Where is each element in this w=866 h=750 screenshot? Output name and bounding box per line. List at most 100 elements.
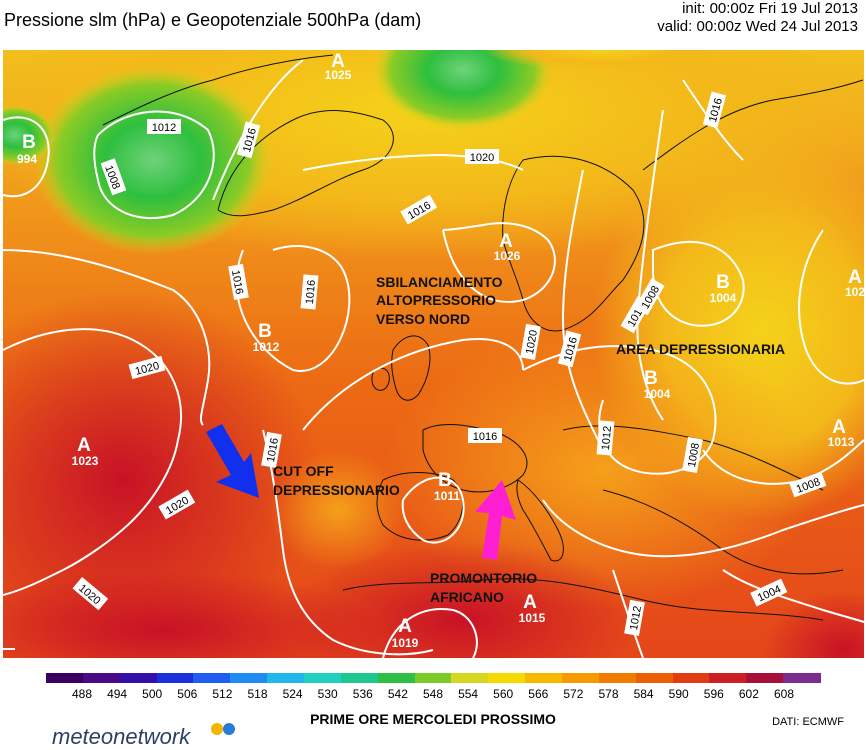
color-scale-swatch (439, 673, 453, 683)
african-ridge-line-1: PROMONTORIO (430, 570, 537, 586)
color-scale-swatch (512, 673, 526, 683)
african-ridge-arrow (475, 480, 516, 560)
svg-text:1012: 1012 (628, 605, 644, 631)
svg-text:1023: 1023 (72, 454, 99, 468)
isobar (561, 169, 604, 451)
isobar-label: 1016 (468, 428, 502, 443)
isobar (3, 328, 182, 596)
isobar (235, 245, 351, 372)
color-scale-swatch (463, 673, 477, 683)
color-scale-swatch (279, 673, 293, 683)
color-scale-swatch (549, 673, 563, 683)
svg-text:A: A (398, 616, 412, 637)
color-scale-swatch (181, 673, 195, 683)
color-scale-swatch (205, 673, 219, 683)
svg-text:1012: 1012 (253, 340, 280, 354)
isobar-label: 1016 (261, 431, 282, 468)
color-scale-swatch (58, 673, 72, 683)
scandinavia-coast (502, 155, 645, 332)
color-scale-tick-label: 530 (317, 687, 338, 701)
svg-text:A: A (523, 592, 537, 613)
color-scale-swatch (537, 673, 551, 683)
color-scale-swatch (426, 673, 440, 683)
isobar-label: 1008 (682, 436, 703, 473)
color-scale-tick-label: 494 (107, 687, 128, 701)
color-scale-bar (46, 673, 821, 683)
isobar-label: 1012 (596, 420, 615, 456)
color-scale-swatch (586, 673, 600, 683)
isobar (382, 608, 478, 658)
field-atlantic-red (3, 290, 323, 658)
color-scale-swatch (525, 673, 539, 683)
svg-text:1019: 1019 (392, 636, 419, 650)
isobar (302, 153, 524, 171)
color-scale-swatch (82, 673, 96, 683)
color-scale-swatch (562, 673, 575, 683)
isobar (442, 222, 556, 303)
color-scale-swatch (574, 673, 588, 683)
ireland-coast (371, 367, 390, 391)
color-scale-swatch (402, 673, 416, 683)
field-west-green (3, 105, 55, 165)
color-scale-swatch (697, 673, 711, 683)
color-scale-swatch (414, 673, 428, 683)
color-scale-swatch (500, 673, 514, 683)
color-scale-swatch (340, 673, 354, 683)
color-scale-swatch (132, 673, 145, 683)
color-scale-swatch (144, 673, 158, 683)
color-scale-swatch (328, 673, 342, 683)
color-scale-tick-label: 518 (247, 687, 268, 701)
isobar (212, 59, 304, 201)
svg-text:1025: 1025 (325, 68, 352, 82)
svg-text:994: 994 (17, 152, 37, 166)
isobars (3, 59, 864, 658)
color-scale-swatch (660, 673, 674, 683)
weather-map: 1012 1008 1016 1020 1016 1016 1020 1016 … (3, 50, 864, 658)
svg-text:B: B (258, 321, 272, 342)
color-scale-tick-label: 488 (71, 687, 93, 701)
svg-text:1011: 1011 (434, 489, 460, 503)
data-source: DATI: ECMWF (772, 716, 844, 728)
svg-text:1016: 1016 (304, 279, 318, 304)
isobar (3, 249, 211, 426)
color-scale-tick-label: 572 (563, 687, 584, 701)
color-scale-swatch (476, 673, 489, 683)
cut-off-line-1: CUT OFF (273, 463, 334, 479)
iberia-coast (376, 472, 464, 541)
color-scale-tick-label: 554 (458, 687, 479, 701)
isobar-label: 1012 (147, 119, 181, 134)
color-scale-tick-label: 584 (633, 687, 654, 701)
color-scale-swatch (451, 673, 465, 683)
isobar-label-group: 1012 1008 1016 1020 1016 1016 1020 1016 … (72, 91, 827, 636)
color-scale-tick-label: 536 (352, 687, 373, 701)
color-scale-swatch (783, 673, 797, 683)
init-time: init: 00:00z Fri 19 Jul 2013 (682, 0, 858, 17)
isobar (262, 429, 434, 656)
depression-area-label: AREA DEPRESSIONARIA (616, 341, 785, 357)
color-scale-swatch (770, 673, 784, 683)
color-scale-swatch (168, 673, 182, 683)
color-scale-swatch (377, 673, 391, 683)
color-scale-tick-label: 542 (387, 687, 408, 701)
isobar-label: 1020 (520, 323, 541, 360)
svg-text:1026: 1026 (494, 249, 521, 263)
russia-coast (642, 79, 864, 171)
isobar-label: 1020 (465, 149, 499, 164)
color-scale-swatch (291, 673, 305, 683)
color-scale-swatch (353, 673, 367, 683)
north-shift-line-3: VERSO NORD (376, 311, 470, 327)
color-scale-swatch (795, 673, 809, 683)
field-north-green (373, 50, 553, 130)
color-scale-tick-label: 560 (493, 687, 514, 701)
svg-text:1016: 1016 (265, 437, 281, 463)
